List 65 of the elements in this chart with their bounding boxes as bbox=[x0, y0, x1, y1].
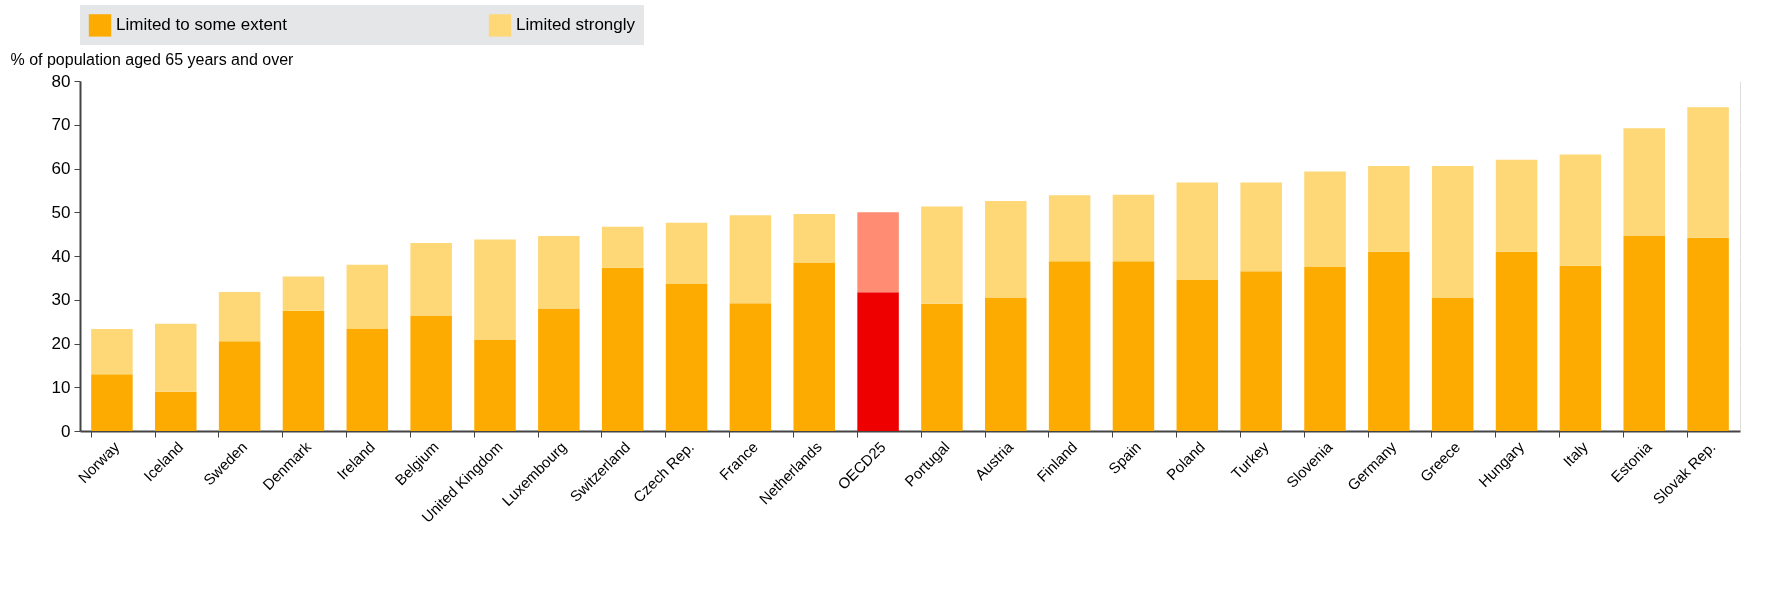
bar bbox=[282, 276, 325, 311]
y-axis-title: % of population aged 65 years and over bbox=[10, 50, 295, 68]
bar bbox=[474, 239, 516, 340]
bar bbox=[1176, 280, 1219, 431]
bar bbox=[1431, 165, 1474, 298]
bar bbox=[346, 264, 389, 330]
bar bbox=[282, 310, 325, 431]
bar bbox=[985, 297, 1027, 431]
bar bbox=[218, 291, 261, 342]
y-tick-label: 20 bbox=[51, 334, 71, 353]
bar bbox=[1112, 261, 1155, 431]
bar bbox=[601, 226, 644, 268]
bar bbox=[91, 329, 133, 375]
legend-label: Limited to some extent bbox=[116, 15, 288, 35]
bar bbox=[538, 308, 580, 431]
bar bbox=[985, 200, 1027, 298]
bar bbox=[857, 292, 899, 431]
bar bbox=[1304, 171, 1346, 267]
bar bbox=[538, 235, 580, 309]
y-tick-label: 70 bbox=[51, 115, 71, 135]
bar bbox=[1559, 154, 1602, 266]
bar bbox=[410, 315, 452, 431]
bar bbox=[1048, 261, 1091, 431]
bar bbox=[155, 391, 197, 431]
bar bbox=[921, 303, 963, 431]
bar bbox=[1368, 251, 1410, 431]
bar bbox=[1048, 195, 1091, 262]
y-tick-label: 10 bbox=[51, 377, 71, 397]
bar bbox=[665, 222, 708, 284]
bar bbox=[793, 262, 835, 431]
bar bbox=[857, 212, 899, 293]
y-tick-label: 40 bbox=[51, 246, 71, 266]
legend-label: Limited strongly bbox=[516, 15, 636, 35]
bar bbox=[1240, 182, 1282, 272]
bar bbox=[1495, 251, 1538, 431]
bar bbox=[1176, 182, 1219, 281]
y-tick-label: 0 bbox=[61, 421, 71, 441]
bar bbox=[410, 242, 452, 316]
bar bbox=[1112, 194, 1155, 262]
bar bbox=[729, 215, 772, 304]
bar bbox=[474, 340, 516, 431]
bar bbox=[91, 374, 133, 431]
bar bbox=[665, 284, 708, 431]
bar bbox=[793, 214, 835, 263]
bar bbox=[1431, 298, 1474, 431]
bar bbox=[1687, 107, 1729, 238]
bar bbox=[921, 206, 963, 304]
bar bbox=[601, 267, 644, 431]
bar bbox=[1495, 159, 1538, 252]
bar bbox=[346, 329, 389, 431]
bar bbox=[1559, 265, 1602, 431]
y-tick-label: 50 bbox=[51, 202, 71, 222]
y-tick-label: 60 bbox=[51, 159, 71, 178]
bar bbox=[218, 341, 261, 431]
bar bbox=[1687, 237, 1729, 431]
bar bbox=[155, 323, 197, 392]
bar bbox=[729, 303, 772, 431]
bar bbox=[1304, 266, 1346, 431]
y-tick-label: 80 bbox=[51, 71, 71, 91]
x-tick-label: Italy bbox=[1559, 437, 1592, 470]
y-tick-label: 30 bbox=[51, 290, 71, 310]
bar bbox=[1368, 165, 1410, 252]
bar bbox=[1623, 235, 1665, 431]
bar bbox=[1240, 271, 1282, 431]
bar bbox=[1623, 128, 1665, 236]
